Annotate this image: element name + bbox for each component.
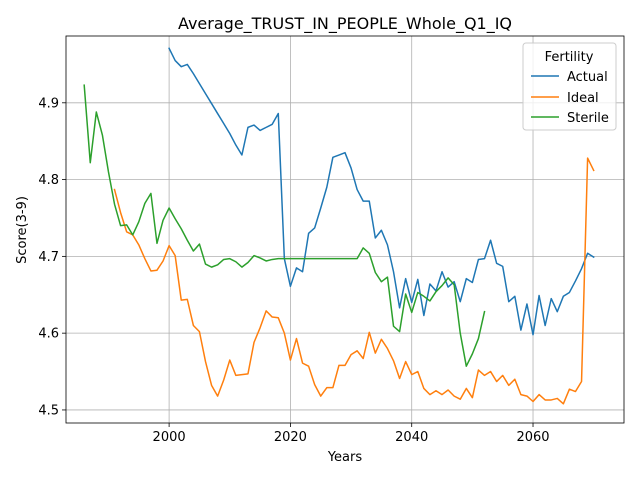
legend: Fertility Actual Ideal Sterile	[522, 42, 617, 131]
legend-box	[522, 42, 617, 131]
chart-title: Average_TRUST_IN_PEOPLE_Whole_Q1_IQ	[178, 14, 512, 34]
y-tick-label: 4.6	[38, 327, 59, 342]
y-axis-title: Score(3-9)	[15, 196, 30, 264]
series-line-sterile	[83, 84, 486, 367]
series-layer	[83, 47, 595, 405]
x-axis-title: Years	[327, 450, 363, 465]
series-line-actual	[168, 47, 595, 336]
x-tick-label: 2000	[153, 430, 186, 445]
x-tick-label: 2040	[395, 430, 428, 445]
x-tick-label: 2060	[516, 430, 549, 445]
series-line-ideal	[113, 157, 595, 405]
tick-layer: 2000 2020 2040 2060 4.5 4.6 4.7 4.8 4.9	[38, 96, 549, 445]
legend-label-sterile: Sterile	[567, 111, 609, 126]
y-tick-label: 4.7	[38, 250, 59, 265]
legend-label-ideal: Ideal	[567, 91, 599, 106]
legend-title: Fertility	[545, 50, 594, 65]
plot-frame	[65, 35, 625, 424]
legend-label-actual: Actual	[567, 70, 608, 85]
y-tick-label: 4.8	[38, 173, 59, 188]
x-tick-label: 2020	[274, 430, 307, 445]
y-tick-label: 4.9	[38, 96, 59, 111]
y-tick-label: 4.5	[38, 403, 59, 418]
